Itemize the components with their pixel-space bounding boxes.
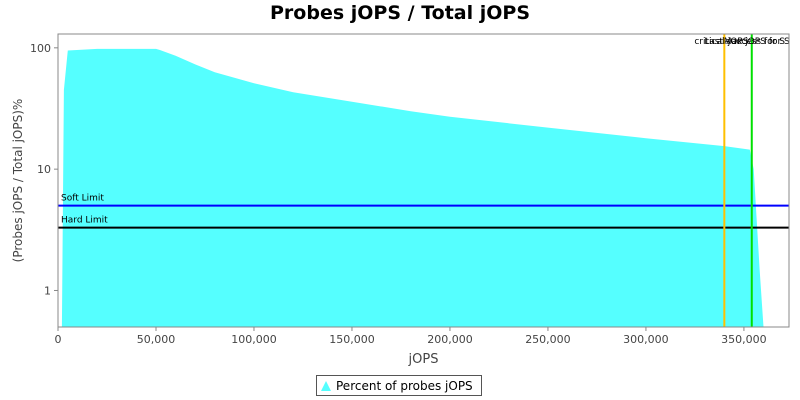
chart-title: Probes jOPS / Total jOPS: [270, 2, 530, 24]
x-tick-label-5: 250,000: [525, 333, 571, 346]
vline-label-0: critical-jOPS: [694, 37, 748, 47]
x-tick-label-2: 100,000: [231, 333, 277, 346]
x-tick-label-3: 150,000: [329, 333, 375, 346]
reference-line-label-1: Hard Limit: [61, 216, 108, 226]
legend: Percent of probes jOPS: [316, 375, 482, 396]
y-tick-label-2: 100: [30, 42, 51, 55]
x-tick-label-6: 300,000: [623, 333, 669, 346]
y-tick-label-0: 1: [44, 284, 51, 297]
legend-swatch-icon: [321, 380, 331, 391]
plot-frame: [57, 33, 790, 328]
x-tick-label-7: 350,000: [721, 333, 767, 346]
vline-label-1: Last success for S: [704, 37, 785, 47]
x-tick-label-0: 0: [55, 333, 62, 346]
series-area-0: [61, 48, 789, 328]
reference-line-label-0: Soft Limit: [61, 194, 104, 204]
x-axis-label: jOPS: [408, 352, 439, 367]
vline-label-2: Max jOPS for S: [724, 37, 790, 47]
y-tick-label-1: 10: [37, 163, 51, 176]
x-tick-label-4: 200,000: [427, 333, 473, 346]
y-axis-label: (Probes jOPS / Total jOPS)%: [11, 99, 25, 263]
x-tick-label-1: 50,000: [137, 333, 176, 346]
legend-label: Percent of probes jOPS: [336, 378, 473, 393]
